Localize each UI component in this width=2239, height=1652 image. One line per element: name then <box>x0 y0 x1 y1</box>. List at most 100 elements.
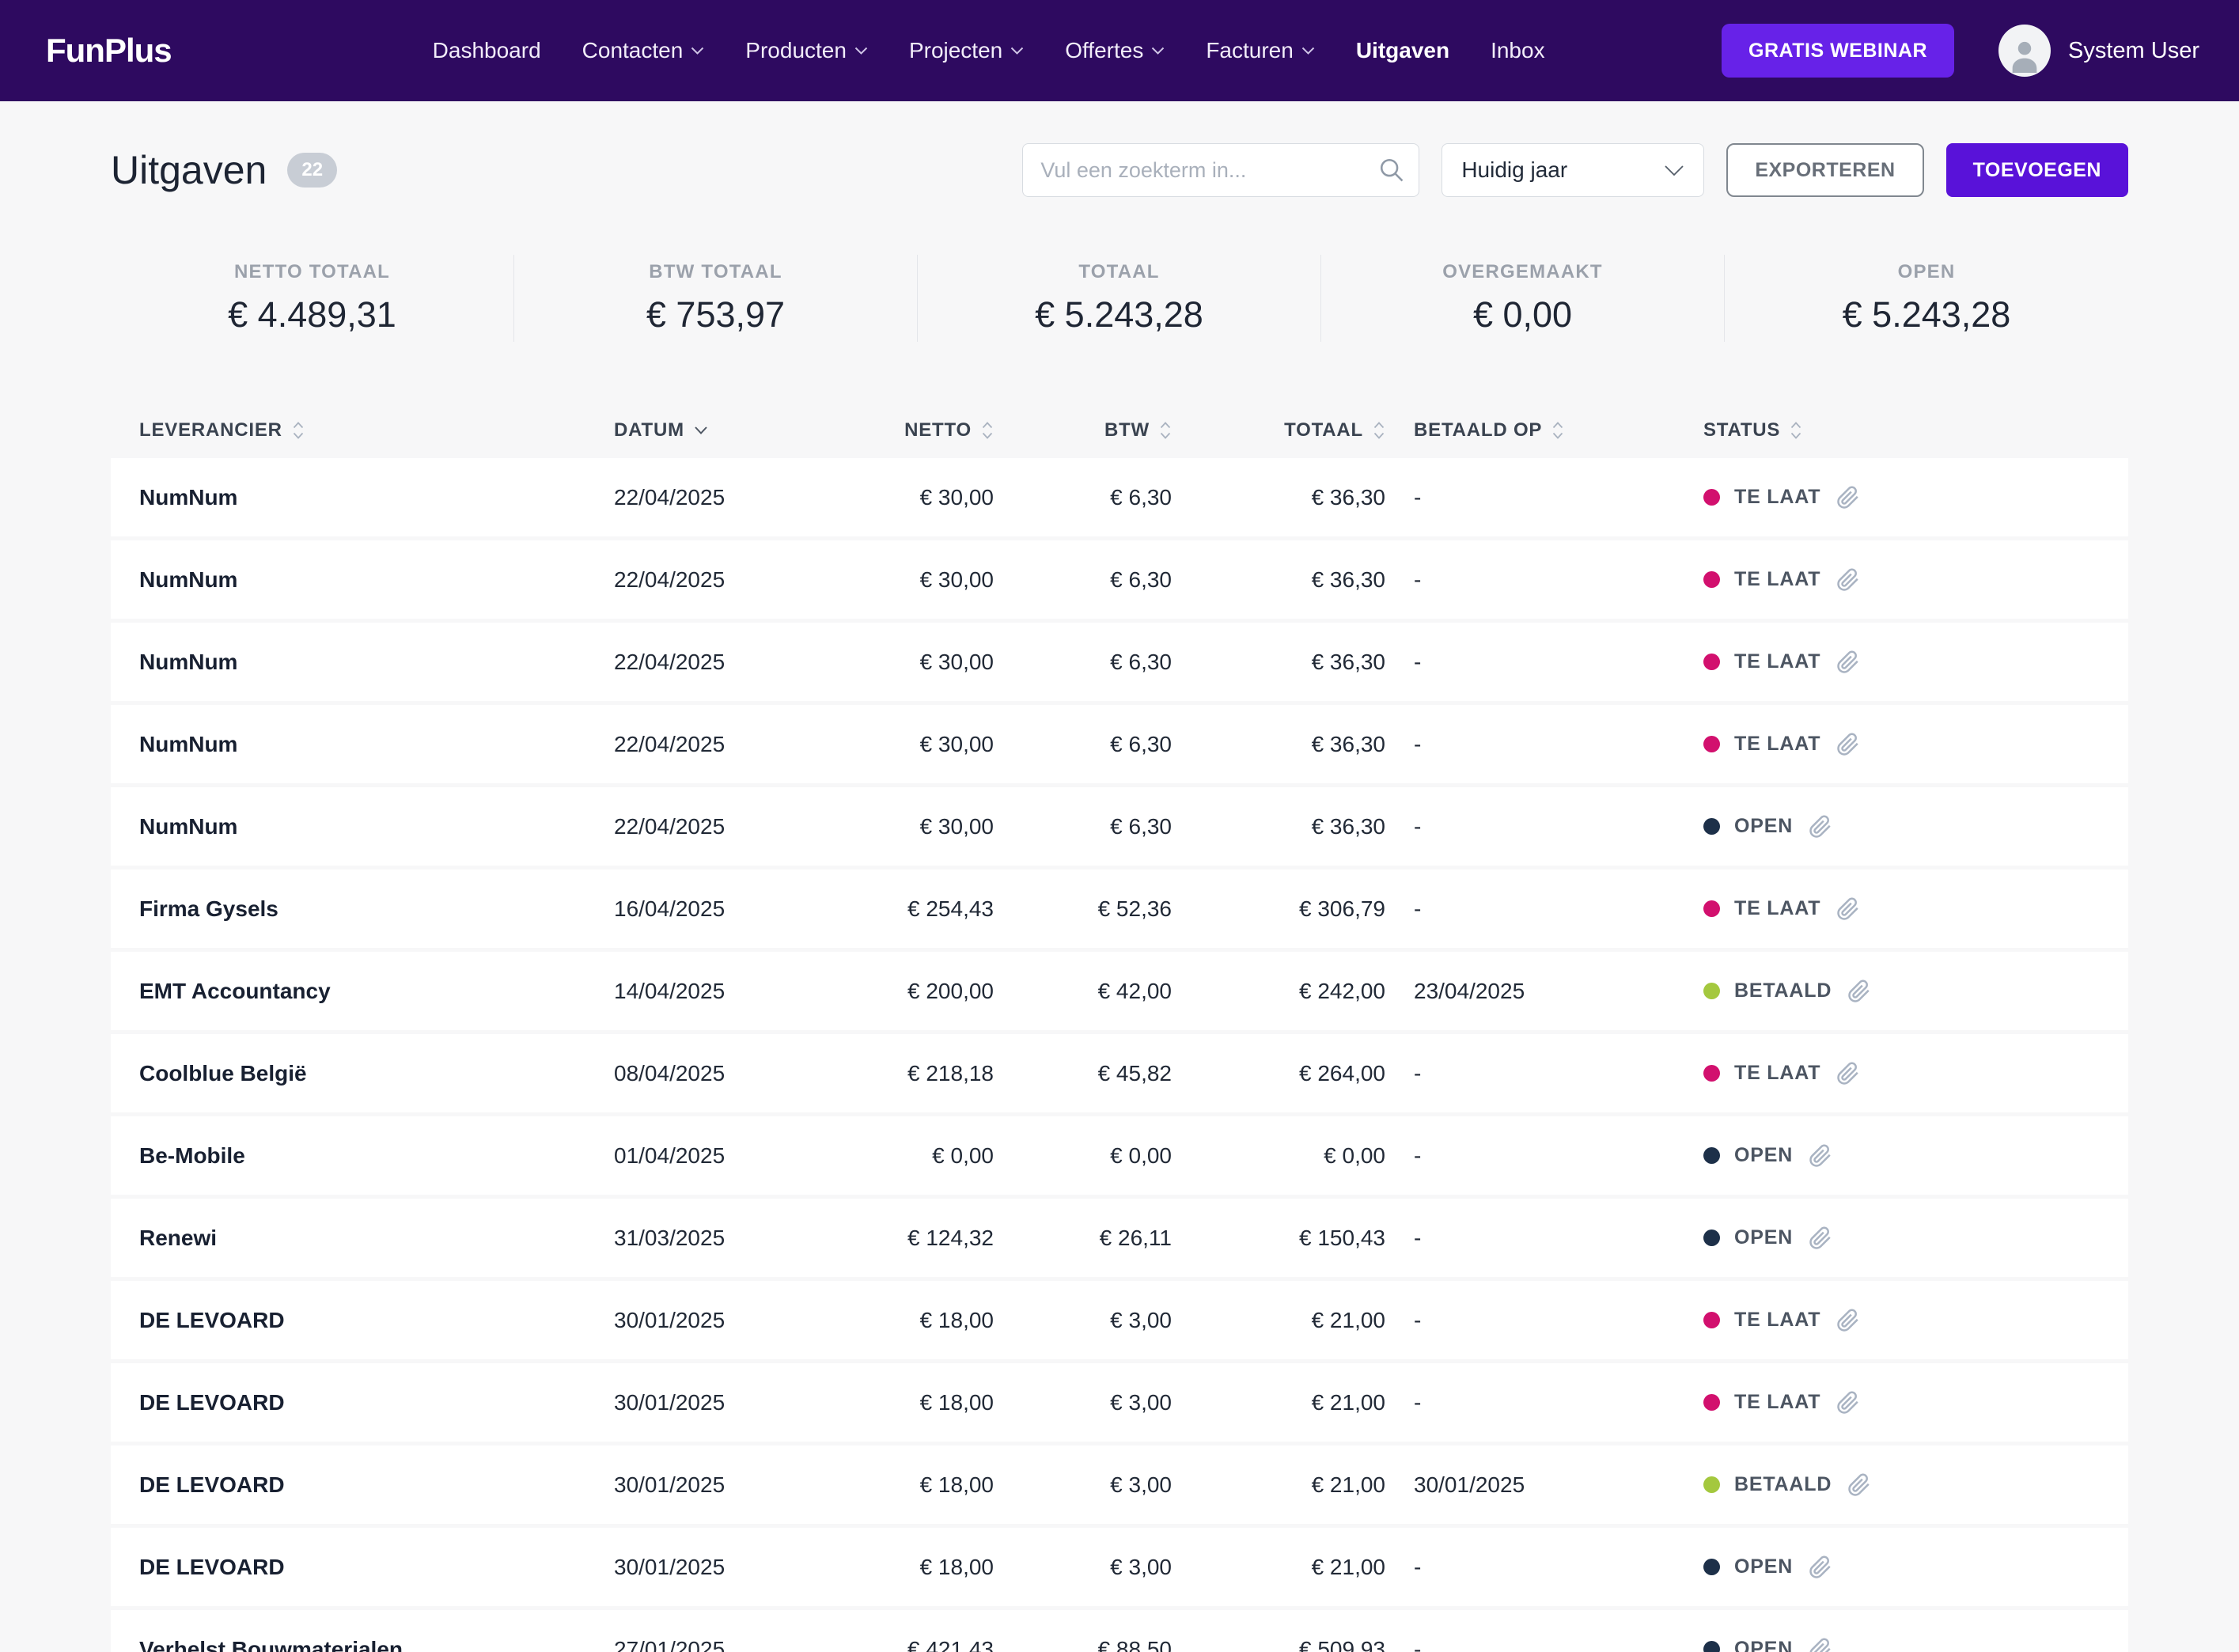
paperclip-icon[interactable] <box>1809 1555 1832 1579</box>
brand-logo[interactable]: FunPlus <box>46 32 172 69</box>
table-row[interactable]: DE LEVOARD 30/01/2025 € 18,00 € 3,00 € 2… <box>111 1363 2128 1442</box>
paperclip-icon[interactable] <box>1836 650 1860 674</box>
column-header-totaal[interactable]: TOTAAL <box>1188 419 1401 441</box>
cell-status: TE LAAT <box>1662 1391 2100 1415</box>
cell-status: TE LAAT <box>1662 486 2100 510</box>
nav-item-offertes[interactable]: Offertes <box>1065 38 1165 63</box>
paperclip-icon[interactable] <box>1836 1391 1860 1415</box>
gratis-webinar-button[interactable]: GRATIS WEBINAR <box>1722 24 1955 78</box>
paperclip-icon[interactable] <box>1836 733 1860 756</box>
cell-datum: 30/01/2025 <box>614 1554 725 1579</box>
summary-stat-value: € 0,00 <box>1472 294 1573 335</box>
paperclip-icon[interactable] <box>1836 1309 1860 1332</box>
status-dot <box>1703 1559 1720 1575</box>
user-icon <box>2012 41 2037 73</box>
paperclip-icon[interactable] <box>1809 1638 1832 1652</box>
nav-item-inbox[interactable]: Inbox <box>1491 38 1545 63</box>
paperclip-icon[interactable] <box>1847 1473 1871 1497</box>
cell-betaald-op: - <box>1414 896 1422 921</box>
period-filter-select[interactable]: Huidig jaar <box>1442 143 1705 197</box>
column-header-datum[interactable]: DATUM <box>614 419 859 441</box>
status-dot <box>1703 1312 1720 1328</box>
cell-datum: 30/01/2025 <box>614 1307 725 1332</box>
paperclip-icon[interactable] <box>1809 1226 1832 1250</box>
nav-item-producten[interactable]: Producten <box>745 38 868 63</box>
table-row[interactable]: DE LEVOARD 30/01/2025 € 18,00 € 3,00 € 2… <box>111 1446 2128 1524</box>
cell-totaal: € 36,30 <box>1311 649 1385 674</box>
sort-icon[interactable] <box>1159 420 1172 441</box>
nav-item-dashboard[interactable]: Dashboard <box>433 38 541 63</box>
sort-icon[interactable] <box>1373 420 1385 441</box>
nav-item-projecten[interactable]: Projecten <box>909 38 1024 63</box>
export-button[interactable]: EXPORTEREN <box>1726 143 1924 197</box>
cell-netto: € 30,00 <box>919 813 994 839</box>
paperclip-icon[interactable] <box>1836 486 1860 510</box>
title-wrap: Uitgaven 22 <box>111 147 338 193</box>
cell-netto: € 30,00 <box>919 484 994 510</box>
table-row[interactable]: Firma Gysels 16/04/2025 € 254,43 € 52,36… <box>111 870 2128 948</box>
cell-netto: € 254,43 <box>907 896 994 921</box>
add-button[interactable]: TOEVOEGEN <box>1945 143 2128 197</box>
chevron-down-icon <box>1301 47 1315 55</box>
cell-leverancier: NumNum <box>139 813 238 839</box>
cell-netto: € 200,00 <box>907 978 994 1003</box>
table-row[interactable]: EMT Accountancy 14/04/2025 € 200,00 € 42… <box>111 952 2128 1030</box>
cell-status: TE LAAT <box>1662 568 2100 592</box>
paperclip-icon[interactable] <box>1836 897 1860 921</box>
table-row[interactable]: Verhelst Bouwmaterialen 27/01/2025 € 421… <box>111 1610 2128 1652</box>
cell-betaald-op: - <box>1414 1225 1422 1250</box>
table-row[interactable]: NumNum 22/04/2025 € 30,00 € 6,30 € 36,30… <box>111 705 2128 783</box>
sort-desc-icon[interactable] <box>694 426 708 435</box>
sort-icon[interactable] <box>981 420 994 441</box>
nav-item-uitgaven[interactable]: Uitgaven <box>1356 38 1449 63</box>
status-dot <box>1703 1394 1720 1411</box>
column-header-netto[interactable]: NETTO <box>859 419 1010 441</box>
search-input[interactable] <box>1022 143 1420 197</box>
table-row[interactable]: NumNum 22/04/2025 € 30,00 € 6,30 € 36,30… <box>111 540 2128 619</box>
paperclip-icon[interactable] <box>1809 1144 1832 1168</box>
column-header-leverancier[interactable]: LEVERANCIER <box>139 419 614 441</box>
column-header-status[interactable]: STATUS <box>1662 419 2100 441</box>
sort-icon[interactable] <box>1790 420 1802 441</box>
paperclip-icon[interactable] <box>1847 979 1871 1003</box>
table-row[interactable]: Be-Mobile 01/04/2025 € 0,00 € 0,00 € 0,0… <box>111 1116 2128 1195</box>
nav-right-group: GRATIS WEBINAR System User <box>1722 24 2199 78</box>
table-row[interactable]: DE LEVOARD 30/01/2025 € 18,00 € 3,00 € 2… <box>111 1281 2128 1359</box>
status-dot <box>1703 489 1720 506</box>
search-icon[interactable] <box>1378 157 1405 184</box>
column-header-betaald_op[interactable]: BETAALD OP <box>1401 419 1662 441</box>
cell-totaal: € 36,30 <box>1311 813 1385 839</box>
table-row[interactable]: NumNum 22/04/2025 € 30,00 € 6,30 € 36,30… <box>111 787 2128 866</box>
cell-netto: € 124,32 <box>907 1225 994 1250</box>
table-header: LEVERANCIER DATUM NETTO BTW TOTAAL BETAA… <box>111 413 2128 448</box>
table-row[interactable]: Coolblue België 08/04/2025 € 218,18 € 45… <box>111 1034 2128 1112</box>
sort-icon[interactable] <box>1551 420 1564 441</box>
cell-totaal: € 21,00 <box>1311 1472 1385 1497</box>
summary-stat: OPEN € 5.243,28 <box>1725 255 2128 342</box>
paperclip-icon[interactable] <box>1809 815 1832 839</box>
table-row[interactable]: Renewi 31/03/2025 € 124,32 € 26,11 € 150… <box>111 1199 2128 1277</box>
summary-stats: NETTO TOTAAL € 4.489,31 BTW TOTAAL € 753… <box>111 255 2128 342</box>
status-badge: TE LAAT <box>1734 897 1821 919</box>
nav-item-facturen[interactable]: Facturen <box>1206 38 1315 63</box>
cell-status: TE LAAT <box>1662 897 2100 921</box>
cell-btw: € 6,30 <box>1110 566 1172 592</box>
paperclip-icon[interactable] <box>1836 1062 1860 1086</box>
column-header-btw[interactable]: BTW <box>1010 419 1188 441</box>
table-row[interactable]: NumNum 22/04/2025 € 30,00 € 6,30 € 36,30… <box>111 458 2128 536</box>
cell-betaald-op: - <box>1414 1142 1422 1168</box>
cell-leverancier: NumNum <box>139 649 238 674</box>
cell-totaal: € 21,00 <box>1311 1307 1385 1332</box>
sort-icon[interactable] <box>292 420 305 441</box>
cell-betaald-op: - <box>1414 1060 1422 1086</box>
cell-datum: 01/04/2025 <box>614 1142 725 1168</box>
status-badge: TE LAAT <box>1734 486 1821 508</box>
user-name[interactable]: System User <box>2068 37 2199 63</box>
paperclip-icon[interactable] <box>1836 568 1860 592</box>
cell-totaal: € 36,30 <box>1311 484 1385 510</box>
cell-btw: € 42,00 <box>1097 978 1172 1003</box>
nav-item-contacten[interactable]: Contacten <box>582 38 705 63</box>
avatar[interactable] <box>1998 25 2051 77</box>
table-row[interactable]: NumNum 22/04/2025 € 30,00 € 6,30 € 36,30… <box>111 623 2128 701</box>
table-row[interactable]: DE LEVOARD 30/01/2025 € 18,00 € 3,00 € 2… <box>111 1528 2128 1606</box>
